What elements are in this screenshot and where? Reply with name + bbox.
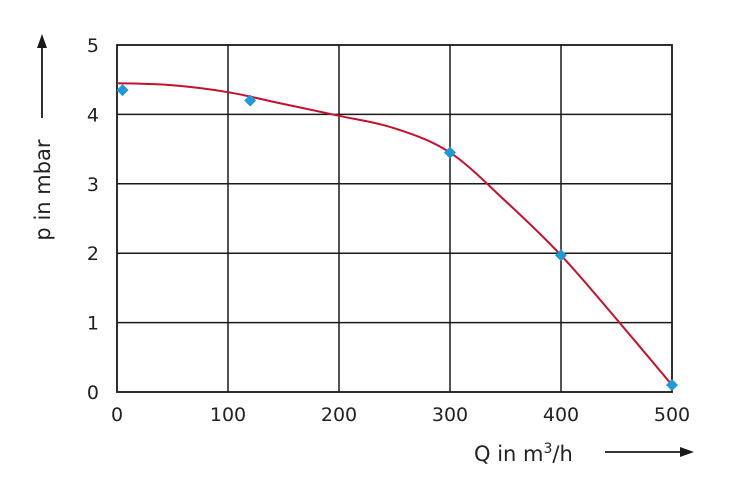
data-point-marker bbox=[444, 146, 456, 159]
y-axis-arrow bbox=[37, 34, 47, 118]
x-tick-label: 100 bbox=[210, 404, 246, 426]
y-tick-label: 4 bbox=[87, 104, 99, 126]
x-tick-label: 200 bbox=[321, 404, 357, 426]
x-tick-label: 0 bbox=[111, 404, 123, 426]
y-tick-label: 0 bbox=[87, 382, 99, 404]
y-tick-label: 5 bbox=[87, 35, 99, 57]
x-tick-label: 400 bbox=[543, 404, 579, 426]
y-tick-label: 3 bbox=[87, 174, 99, 196]
data-point-marker bbox=[666, 379, 678, 392]
x-tick-label: 500 bbox=[654, 404, 690, 426]
data-point-marker bbox=[116, 84, 129, 97]
pressure-curve bbox=[116, 82, 673, 386]
measurement-markers bbox=[116, 84, 678, 392]
data-point-marker bbox=[555, 249, 567, 262]
y-tick-labels: 0 1 2 3 4 5 bbox=[87, 35, 99, 404]
chart-grid bbox=[117, 45, 672, 392]
y-axis-label: p in mbar bbox=[31, 139, 55, 240]
x-axis-label: Q in m3/h bbox=[474, 441, 573, 466]
x-tick-labels: 0 100 200 300 400 500 bbox=[111, 404, 690, 426]
x-axis-arrow bbox=[605, 447, 694, 457]
y-tick-label: 1 bbox=[87, 313, 99, 335]
data-point-marker bbox=[244, 94, 257, 107]
y-tick-label: 2 bbox=[87, 243, 99, 265]
x-tick-label: 300 bbox=[432, 404, 468, 426]
plot-frame bbox=[116, 44, 673, 393]
